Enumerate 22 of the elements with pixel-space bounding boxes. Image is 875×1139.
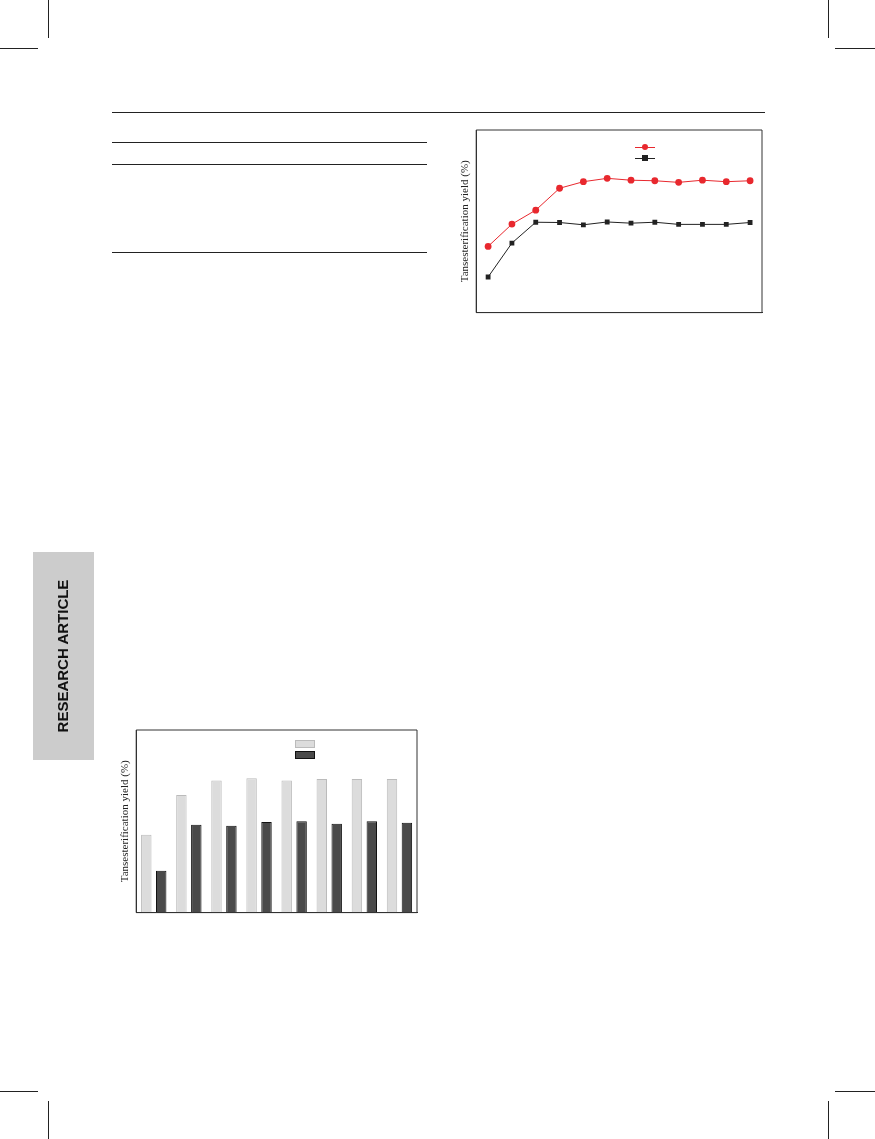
point: [627, 176, 635, 184]
text: RESEARCH ARTICLE: [53, 578, 72, 735]
point: [580, 222, 586, 228]
point: [651, 177, 659, 185]
point: [579, 178, 587, 186]
y-axis-title: Tansesterification yield (%): [458, 159, 472, 283]
point: [699, 176, 706, 184]
point: [723, 221, 729, 227]
point: [556, 184, 563, 192]
point: [675, 178, 683, 186]
point: [533, 219, 539, 225]
point: [557, 220, 562, 225]
point: [532, 206, 540, 214]
point: [722, 178, 730, 186]
point: [746, 177, 754, 185]
point: [652, 219, 658, 225]
point: [508, 220, 516, 228]
point: [603, 174, 611, 182]
point: [676, 221, 682, 227]
point: [700, 221, 705, 227]
point: [484, 243, 492, 250]
y-axis-title: Tansesterification yield (%): [118, 759, 132, 883]
